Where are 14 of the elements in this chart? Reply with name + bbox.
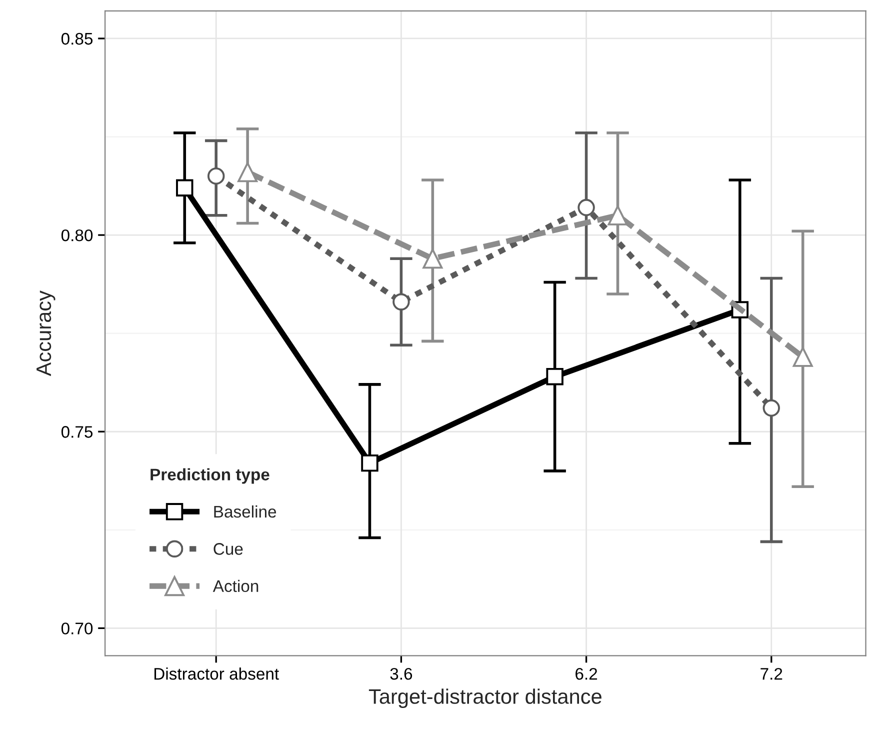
legend-title: Prediction type xyxy=(150,468,270,484)
y-tick-label: 0.70 xyxy=(61,622,93,634)
x-tick-label: 7.2 xyxy=(760,668,782,680)
y-tick-label: 0.75 xyxy=(61,426,93,438)
x-axis-title: Target-distractor distance xyxy=(368,688,602,708)
x-tick-label: 6.2 xyxy=(576,668,598,680)
x-tick-label: 3.6 xyxy=(390,668,412,680)
x-tick-label: Distractor absent xyxy=(154,668,279,680)
y-axis-title: Accuracy xyxy=(36,290,56,376)
legend-label: Baseline xyxy=(214,505,276,518)
y-tick-label: 0.80 xyxy=(61,229,93,242)
y-tick-label: 0.85 xyxy=(61,32,93,45)
legend-label: Cue xyxy=(214,543,243,555)
legend-label: Action xyxy=(212,580,258,592)
